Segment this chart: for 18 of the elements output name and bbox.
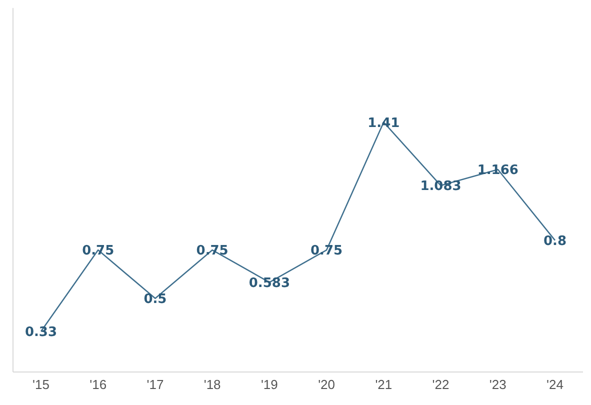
x-tick-label: '17: [146, 377, 164, 392]
x-tick-label: '15: [32, 377, 50, 392]
data-label: 0.75: [82, 244, 114, 259]
x-tick-label: '24: [546, 377, 564, 392]
x-tick-label: '23: [489, 377, 506, 392]
x-tick-label: '20: [318, 377, 336, 392]
x-tick-label: '16: [90, 377, 107, 392]
x-tick-label: '22: [432, 377, 450, 392]
data-label: 1.083: [420, 179, 462, 194]
data-label: 0.33: [24, 324, 58, 340]
data-label: 0.583: [248, 276, 290, 291]
x-tick-label: '21: [375, 377, 392, 392]
data-label: 0.75: [196, 244, 228, 259]
data-label: 0.8: [543, 234, 567, 249]
data-label: 0.5: [144, 292, 167, 308]
data-label: 1.41: [368, 116, 400, 131]
x-tick-label: '19: [260, 377, 278, 392]
x-tick-label: '18: [204, 377, 221, 392]
